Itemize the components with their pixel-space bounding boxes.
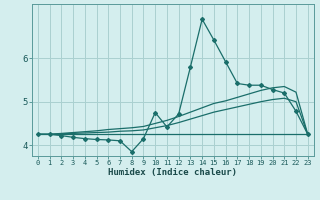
X-axis label: Humidex (Indice chaleur): Humidex (Indice chaleur) (108, 168, 237, 177)
